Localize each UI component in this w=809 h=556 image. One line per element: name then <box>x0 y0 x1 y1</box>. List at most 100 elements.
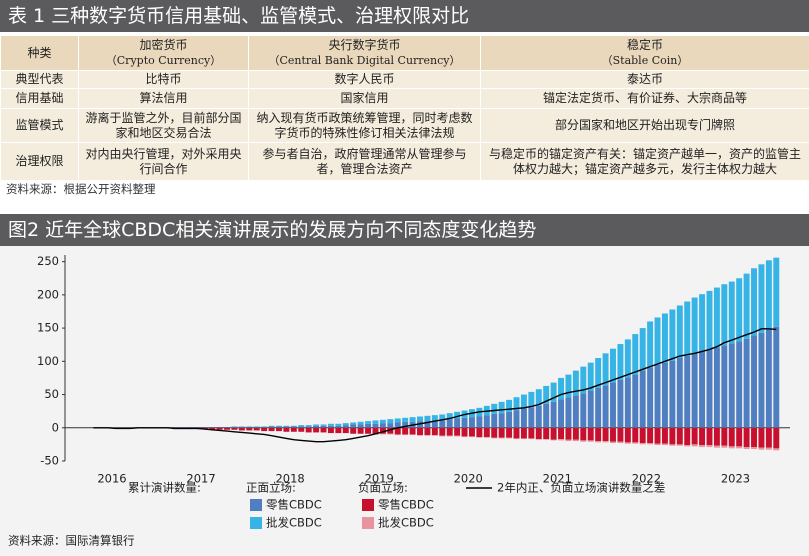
bar <box>728 427 735 447</box>
cell: 部分国家和地区开始出现专门牌照 <box>480 108 809 143</box>
bar <box>647 321 654 368</box>
bar <box>706 349 713 428</box>
bar <box>513 410 520 428</box>
bar <box>669 444 676 446</box>
bar <box>446 435 453 437</box>
bar <box>721 345 728 428</box>
legend-swatch <box>250 517 262 529</box>
bar <box>172 427 179 428</box>
bar <box>558 399 565 428</box>
bar <box>209 427 216 430</box>
bar <box>602 427 609 442</box>
bar <box>587 362 594 391</box>
legend-swatch <box>250 499 262 511</box>
bar <box>543 427 550 440</box>
bar <box>238 426 245 428</box>
cell: 与稳定币的锚定资产有关：锚定资产越单一，资产的监管主体权力越大；锚定资产越多元，… <box>480 142 809 181</box>
bar <box>624 339 631 378</box>
bar <box>491 437 498 439</box>
bar <box>246 427 253 431</box>
legend-swatch <box>362 499 374 511</box>
cell: 国家信用 <box>248 88 481 109</box>
cell: 监管模式 <box>0 108 79 143</box>
bar <box>743 338 750 428</box>
bar <box>639 427 646 444</box>
bar <box>335 425 342 428</box>
bar <box>468 436 475 438</box>
bar <box>587 427 594 441</box>
header-name: 加密货币 <box>139 38 188 52</box>
bar <box>276 427 282 432</box>
bar <box>617 344 624 380</box>
bar <box>550 382 557 402</box>
bar <box>647 427 654 444</box>
bar <box>246 427 253 428</box>
header-cell: 央行数字货币 （Central Bank Digital Currency） <box>248 35 481 71</box>
bar <box>268 425 275 427</box>
bar <box>595 427 602 442</box>
bar <box>535 405 542 428</box>
bar <box>431 420 438 428</box>
bar <box>357 424 364 428</box>
bar <box>528 427 535 439</box>
comparison-table: 种类 加密货币 （Crypto Currency） 央行数字货币 （Central … <box>0 35 809 181</box>
bar <box>446 413 453 420</box>
bar <box>298 427 305 432</box>
bar <box>261 427 268 428</box>
bar <box>365 427 372 434</box>
bar <box>743 273 750 339</box>
bar <box>476 416 483 428</box>
bar <box>736 427 743 447</box>
bar <box>417 416 423 422</box>
bar <box>409 434 416 436</box>
bar <box>610 441 616 444</box>
bar <box>491 427 498 438</box>
table-source: 资料来源：根据公开资料整理 <box>6 182 156 196</box>
bar <box>483 427 490 438</box>
bar <box>216 427 223 428</box>
x-tick-label: 2017 <box>186 472 215 486</box>
cell: 算法信用 <box>78 88 249 109</box>
bar <box>587 390 594 428</box>
bar <box>617 441 624 444</box>
bar <box>454 427 461 436</box>
legend-group: 负面立场: <box>358 481 408 495</box>
bar <box>528 391 535 408</box>
bar <box>394 418 401 423</box>
bar <box>283 426 290 428</box>
legend-label: 2年内正、负面立场演讲数量之差 <box>497 481 665 495</box>
bar <box>402 427 409 435</box>
bar <box>528 407 535 428</box>
cell: 泰达币 <box>480 70 809 89</box>
bar <box>446 427 453 436</box>
legend-label: 批发CBDC <box>378 516 434 530</box>
bar <box>506 437 513 439</box>
bar <box>676 305 683 358</box>
bar <box>595 358 602 388</box>
bar <box>439 435 446 437</box>
row: 信用基础 算法信用 国家信用 锚定法定货币、有价证券、大宗商品等 <box>0 88 809 109</box>
bar <box>535 439 542 440</box>
header-name: 央行数字货币 <box>328 38 401 52</box>
bar <box>765 329 772 428</box>
chart-source: 资料来源：国际清算银行 <box>8 534 135 548</box>
bar <box>743 447 750 450</box>
bar <box>387 419 394 424</box>
bar <box>595 441 602 443</box>
bar <box>773 448 780 451</box>
bar <box>565 397 572 428</box>
bar <box>201 427 208 428</box>
bar <box>268 427 275 432</box>
bar <box>691 353 698 428</box>
bar <box>313 424 320 426</box>
y-tick-label: 50 <box>44 387 59 401</box>
bar <box>298 425 305 427</box>
bar <box>684 445 691 447</box>
x-tick-label: 2018 <box>275 472 304 486</box>
bar <box>327 423 334 426</box>
bar <box>713 445 720 448</box>
bar <box>498 437 505 439</box>
bar <box>758 264 765 333</box>
y-tick-label: 200 <box>37 287 59 301</box>
bar <box>305 427 312 433</box>
